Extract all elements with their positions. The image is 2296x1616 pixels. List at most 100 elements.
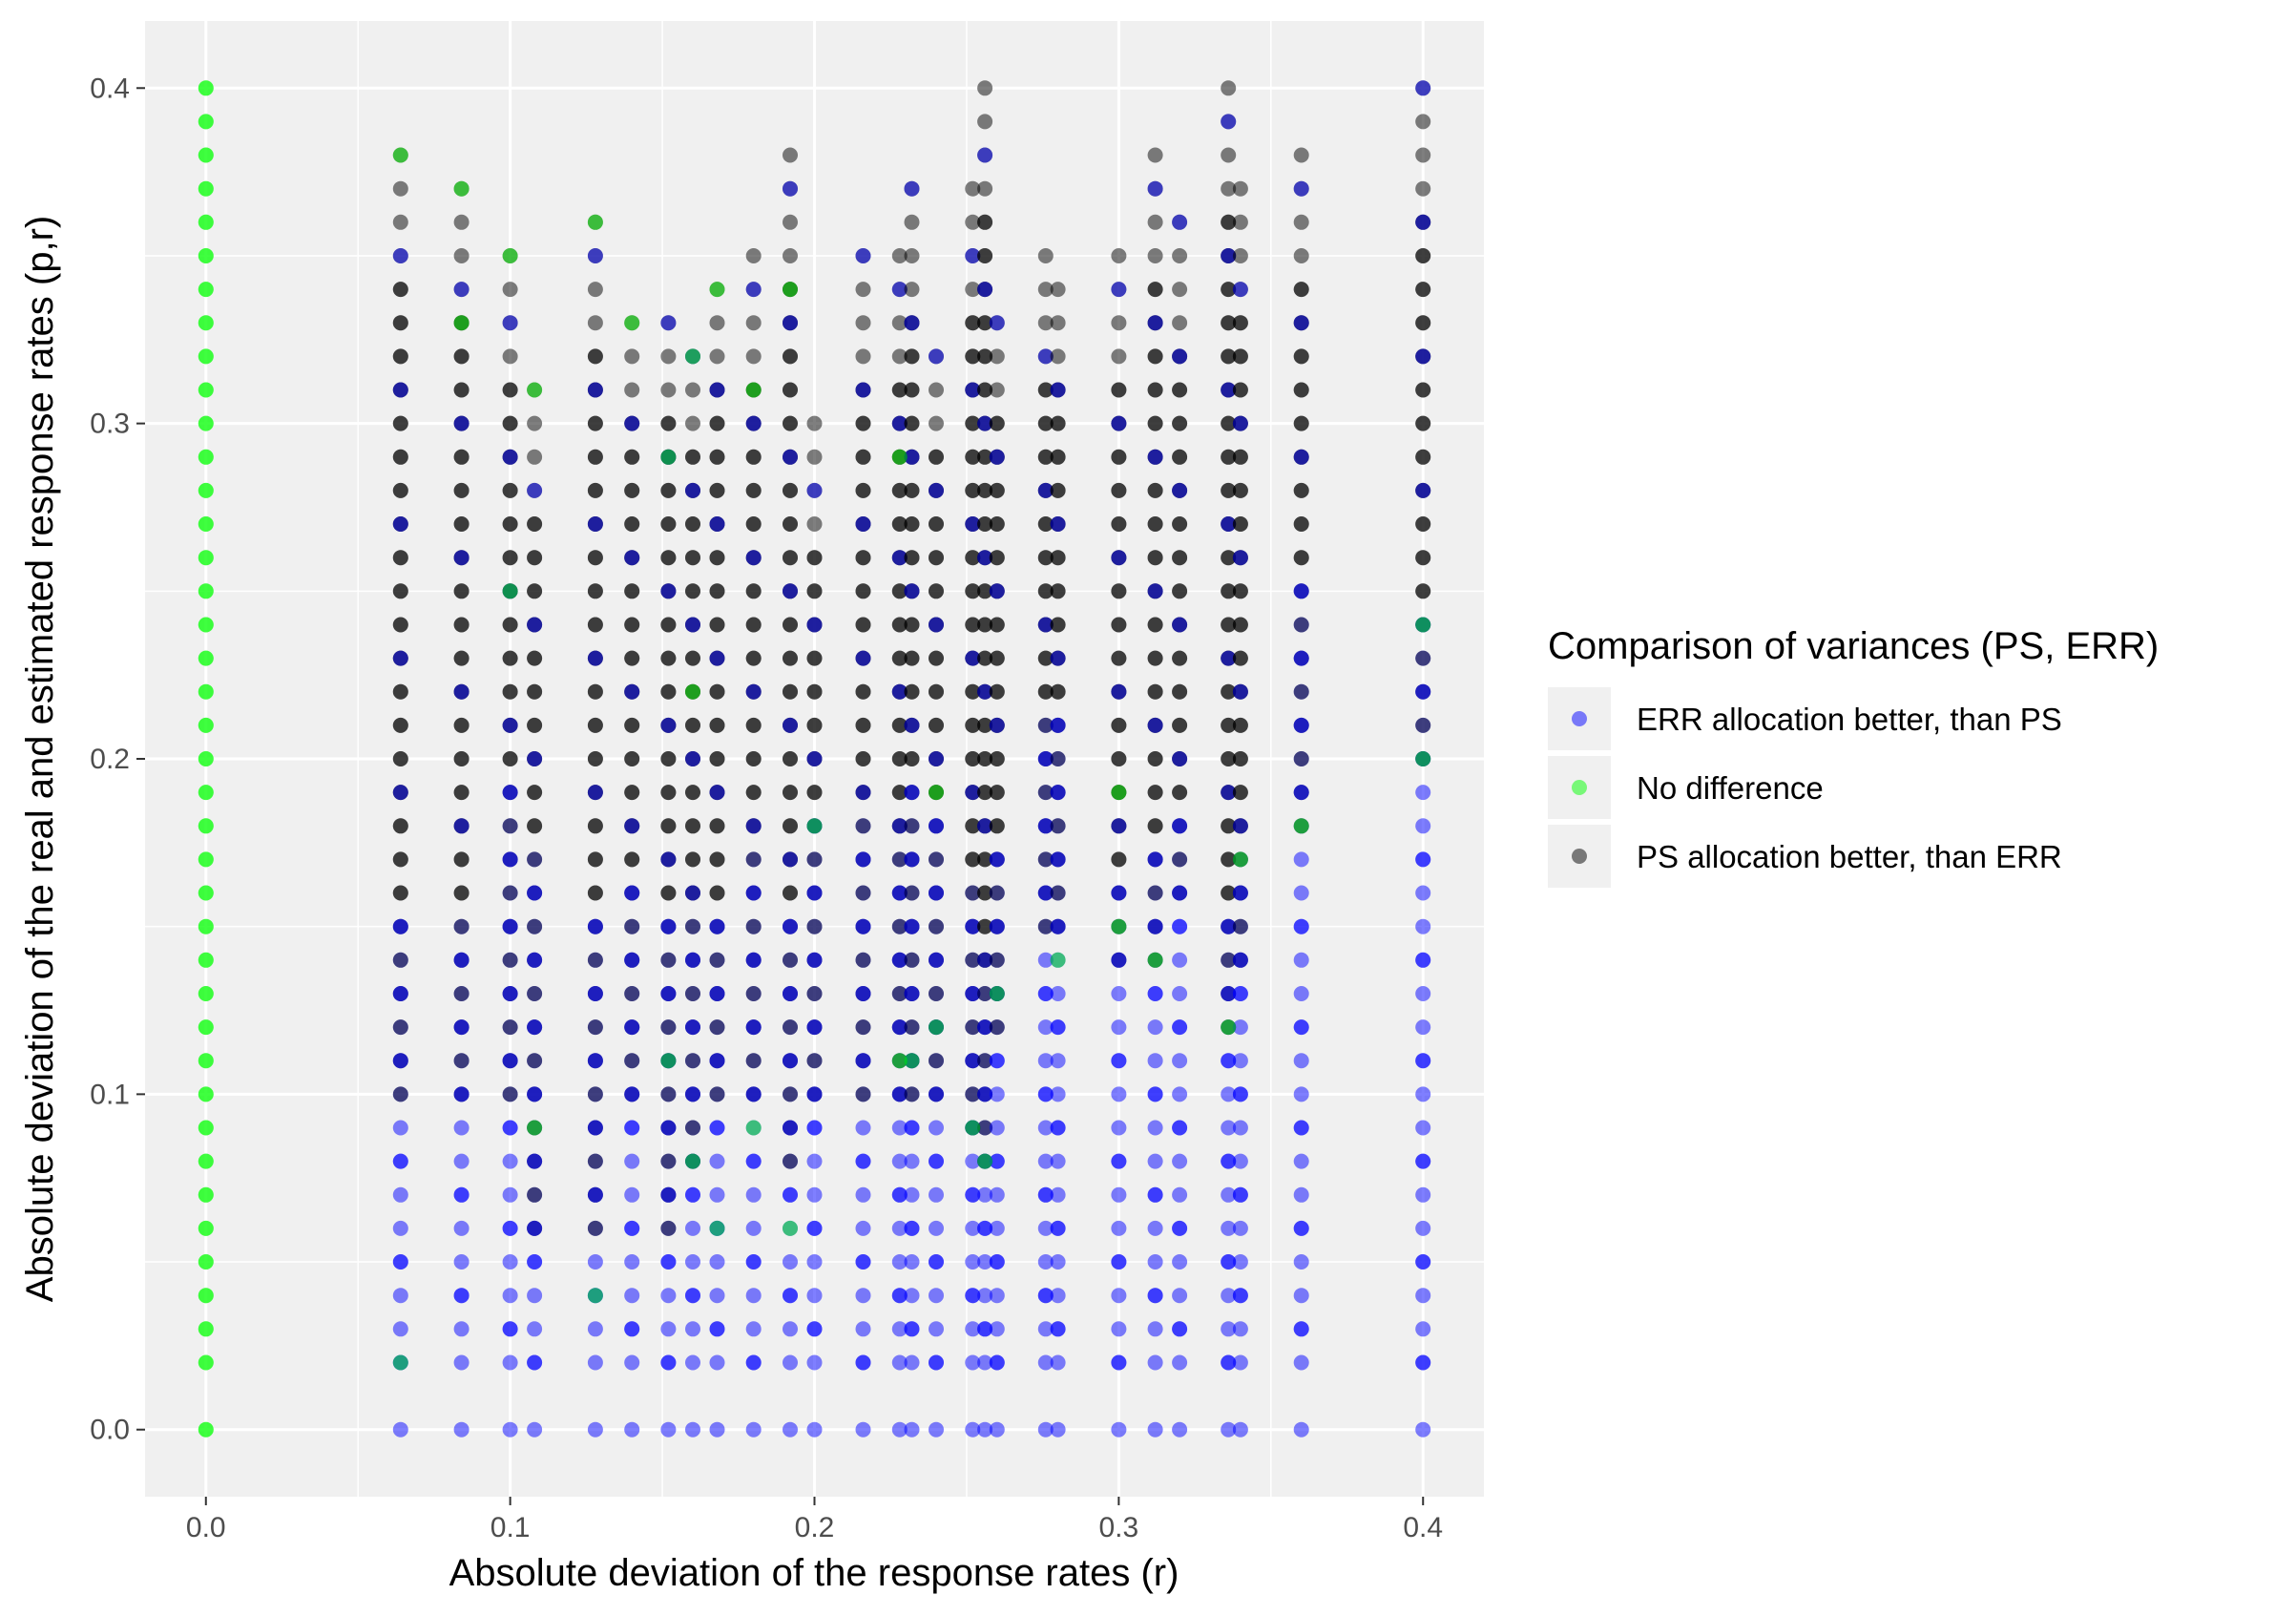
data-point [783, 683, 798, 700]
x-tick-label: 0.2 [795, 1512, 835, 1543]
data-point [392, 851, 408, 868]
data-point [1037, 1120, 1054, 1136]
data-point [1111, 918, 1127, 934]
data-point [806, 550, 823, 566]
data-point [745, 1153, 762, 1169]
data-point [1293, 180, 1309, 197]
data-point [1111, 818, 1127, 834]
data-point [977, 180, 993, 197]
data-point [1147, 1421, 1163, 1438]
data-point [198, 282, 214, 298]
data-point [783, 717, 798, 733]
data-point [1172, 1186, 1188, 1203]
data-point [977, 717, 993, 733]
data-point [891, 1019, 908, 1036]
data-point [1147, 918, 1163, 934]
data-point [1232, 650, 1248, 666]
data-point [1050, 1321, 1066, 1337]
data-point [1147, 248, 1163, 263]
data-point [198, 1421, 214, 1438]
data-point [855, 1186, 871, 1203]
data-point [745, 683, 762, 700]
data-point [989, 482, 1005, 498]
data-point [624, 415, 640, 431]
data-point [745, 348, 762, 365]
data-point [198, 918, 214, 934]
data-point [1147, 583, 1163, 599]
data-point [1111, 248, 1127, 263]
data-point [891, 650, 908, 666]
data-point [660, 1288, 677, 1304]
data-point [989, 918, 1005, 934]
data-point [783, 1019, 798, 1036]
data-point [685, 550, 700, 566]
data-point [745, 851, 762, 868]
data-point [1232, 282, 1248, 298]
data-point [965, 952, 981, 968]
data-point [1221, 583, 1237, 599]
data-point [806, 482, 823, 498]
data-point [1172, 650, 1188, 666]
data-point [1293, 1019, 1309, 1036]
data-point [1232, 550, 1248, 566]
data-point [977, 583, 993, 599]
data-point [904, 1019, 920, 1036]
data-point [783, 751, 798, 766]
data-point [1221, 550, 1237, 566]
data-point [745, 415, 762, 431]
data-point [891, 751, 908, 766]
data-point [929, 1153, 944, 1169]
data-point [1037, 1019, 1054, 1036]
data-point [685, 818, 700, 834]
data-point [1037, 550, 1054, 566]
data-point [1050, 650, 1066, 666]
data-point [392, 282, 408, 298]
data-point [198, 1186, 214, 1203]
data-point [709, 315, 725, 331]
data-point [709, 683, 725, 700]
data-point [989, 683, 1005, 700]
data-point [527, 1321, 543, 1337]
data-point [660, 885, 677, 901]
data-point [965, 382, 981, 398]
data-point [685, 751, 700, 766]
data-point [624, 952, 640, 968]
data-point [1172, 851, 1188, 868]
data-point [587, 785, 603, 801]
data-point [198, 751, 214, 766]
data-point [904, 449, 920, 465]
data-point [587, 1354, 603, 1371]
data-point [929, 851, 944, 868]
data-point [198, 717, 214, 733]
data-point [198, 214, 214, 230]
data-point [453, 918, 470, 934]
data-point [198, 1254, 214, 1270]
data-point [929, 348, 944, 365]
data-point [453, 1321, 470, 1337]
data-point [855, 1254, 871, 1270]
data-point [392, 683, 408, 700]
data-point [685, 583, 700, 599]
data-point [660, 1321, 677, 1337]
data-point [904, 248, 920, 263]
data-point [989, 583, 1005, 599]
data-point [502, 717, 518, 733]
data-point [977, 1120, 993, 1136]
data-point [527, 717, 543, 733]
data-point [392, 1053, 408, 1069]
data-point [783, 818, 798, 834]
data-point [1111, 1086, 1127, 1102]
data-point [587, 952, 603, 968]
data-point [198, 1321, 214, 1337]
data-point [1147, 986, 1163, 1001]
data-point [624, 1321, 640, 1337]
data-point [929, 1288, 944, 1304]
data-point [1050, 516, 1066, 532]
data-point [989, 986, 1005, 1001]
data-point [1111, 1153, 1127, 1169]
data-point [1221, 818, 1237, 834]
data-point [660, 1153, 677, 1169]
data-point [587, 449, 603, 465]
data-point [1037, 248, 1054, 263]
data-point [1293, 717, 1309, 733]
